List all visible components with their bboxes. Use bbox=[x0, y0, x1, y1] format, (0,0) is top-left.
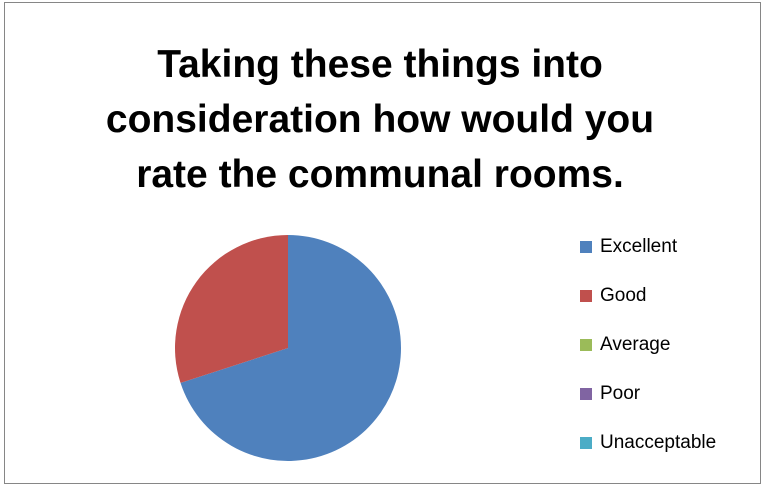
legend-swatch bbox=[580, 339, 592, 351]
legend-item-good: Good bbox=[580, 285, 646, 307]
pie-slice-good bbox=[174, 235, 288, 383]
legend-swatch bbox=[580, 290, 592, 302]
legend-label: Average bbox=[600, 334, 671, 355]
legend-label: Good bbox=[600, 285, 647, 306]
legend-label: Poor bbox=[600, 383, 641, 404]
legend-item-poor: Poor bbox=[580, 383, 640, 405]
legend-label: Unacceptable bbox=[600, 432, 717, 453]
chart-title: Taking these things into consideration h… bbox=[105, 43, 655, 196]
legend-item-unacceptable: Unacceptable bbox=[580, 432, 716, 454]
legend-swatch bbox=[580, 388, 592, 400]
pie-slice-excellent bbox=[180, 235, 401, 461]
legend-item-average: Average bbox=[580, 334, 670, 356]
legend-item-excellent: Excellent bbox=[580, 236, 677, 258]
legend-swatch bbox=[580, 241, 592, 253]
legend-label: Excellent bbox=[600, 236, 678, 257]
legend-swatch bbox=[580, 437, 592, 449]
pie-chart bbox=[174, 235, 401, 461]
